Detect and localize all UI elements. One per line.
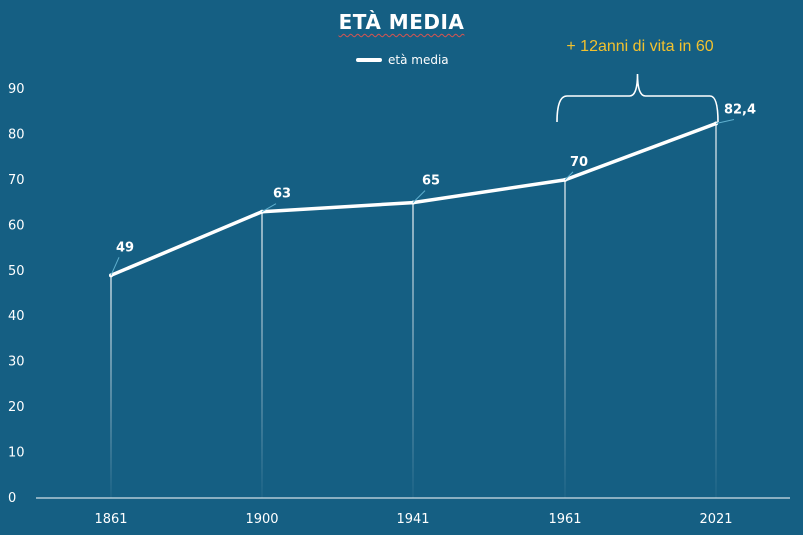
drop-line [261,211,263,498]
y-tick-label: 80 [8,127,25,142]
data-label: 65 [422,174,440,189]
x-tick-label: 1961 [548,512,581,527]
legend-label: età media [388,53,449,67]
x-tick-label: 1941 [396,512,429,527]
annotation-brace [556,73,719,123]
y-tick-label: 50 [8,264,25,279]
drop-line [412,202,414,498]
y-tick-label: 40 [8,309,25,324]
leader-line [261,203,277,213]
x-tick-label: 1900 [245,512,278,527]
y-tick-label: 70 [8,173,25,188]
data-label: 82,4 [724,103,756,118]
leader-line [564,171,574,181]
x-tick-label: 2021 [699,512,732,527]
y-tick-label: 30 [8,355,25,370]
leader-line [715,119,735,125]
leader-line [412,190,426,203]
data-label: 70 [570,155,588,170]
leader-line [110,257,120,276]
data-label: 49 [116,240,134,255]
x-tick-label: 1861 [94,512,127,527]
data-label: 63 [273,187,291,202]
y-tick-label: 20 [8,400,25,415]
chart-title: ETÀ MEDIA [338,10,465,34]
drop-line [110,275,112,498]
annotation-label: + 12anni di vita in 60 [566,38,714,55]
y-tick-label: 60 [8,218,25,233]
legend-swatch [356,58,382,62]
y-tick-label: 90 [8,82,25,97]
y-tick-label: 10 [8,446,25,461]
y-tick-label: 0 [8,491,16,506]
drop-line [564,179,566,498]
drop-line [715,123,717,498]
chart-legend: età media [356,53,449,67]
